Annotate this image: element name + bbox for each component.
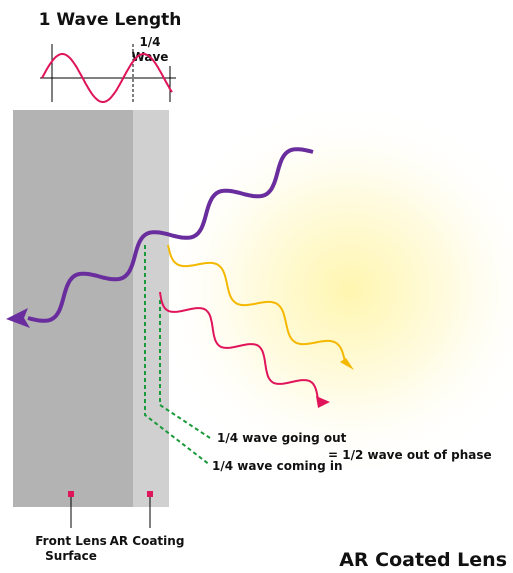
coming-in-label: 1/4 wave coming in xyxy=(212,459,343,473)
front-surface-label: Surface xyxy=(45,549,97,563)
lens-body xyxy=(13,110,133,507)
marker xyxy=(147,491,153,497)
coating-label: AR Coating xyxy=(110,534,185,548)
front-surface-label: Front Lens xyxy=(35,534,107,548)
going-out-label: 1/4 wave going out xyxy=(217,431,347,445)
wave-length-label: 1 Wave Length xyxy=(39,10,182,30)
diagram: 1 Wave Length 1/4 Wave 1/4 wave going ou… xyxy=(0,0,513,573)
light-glow xyxy=(150,100,513,480)
caption: AR Coated Lens xyxy=(339,549,507,571)
marker xyxy=(68,491,74,497)
quarter-wave-label: 1/4 xyxy=(139,35,160,49)
phase-label: = 1/2 wave out of phase xyxy=(328,448,492,462)
ar-coating-layer xyxy=(133,110,169,507)
